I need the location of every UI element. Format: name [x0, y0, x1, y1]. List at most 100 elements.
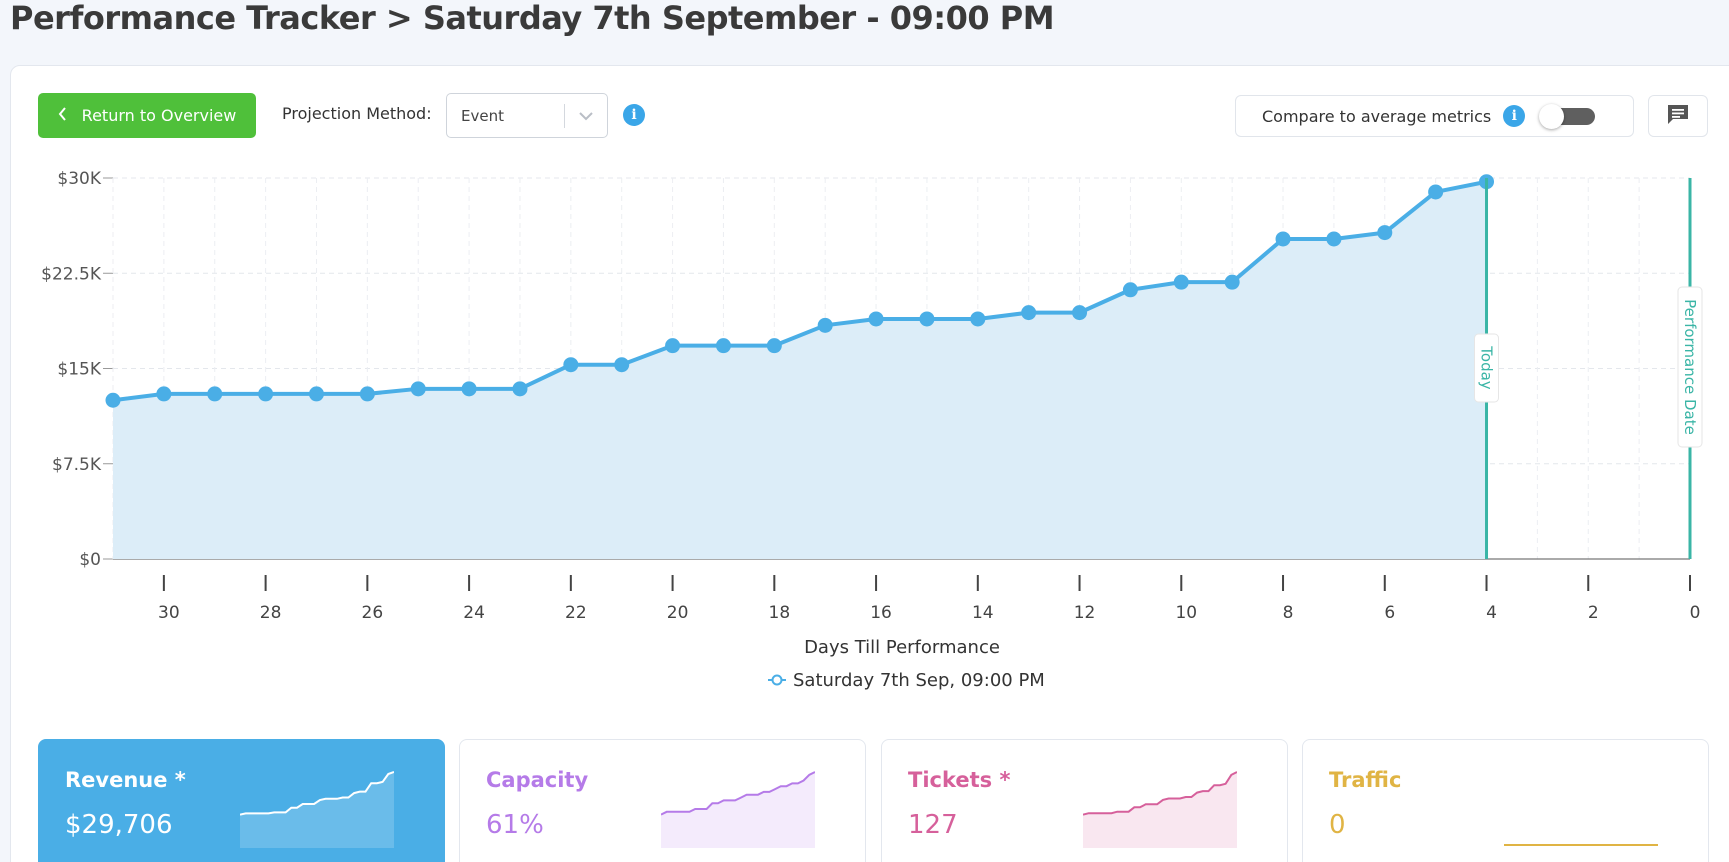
y-tick-label: $30K: [57, 169, 101, 189]
data-point[interactable]: [258, 386, 274, 402]
select-separator: [564, 103, 565, 128]
data-point[interactable]: [461, 381, 477, 397]
x-tick-label: 12: [1074, 603, 1096, 623]
data-point[interactable]: [512, 381, 528, 397]
data-point[interactable]: [919, 311, 935, 327]
x-tick-label: 30: [158, 603, 180, 623]
x-tick-label: 22: [565, 603, 587, 623]
data-point[interactable]: [1072, 305, 1088, 321]
x-tick-label: 24: [463, 603, 485, 623]
metric-card-capacity[interactable]: Capacity 61%: [459, 739, 866, 862]
metric-card-title: Traffic: [1329, 768, 1402, 792]
page-title: Performance Tracker > Saturday 7th Septe…: [10, 0, 1055, 37]
sparkline-area: [1083, 772, 1237, 848]
legend-marker: [771, 674, 783, 686]
data-point[interactable]: [207, 386, 223, 402]
compare-average-label: Compare to average metrics: [1262, 106, 1492, 126]
chart-legend[interactable]: Saturday 7th Sep, 09:00 PM: [768, 670, 1045, 691]
x-axis-label: Days Till Performance: [804, 637, 1000, 658]
performance-date-annotation: Performance Date: [1677, 286, 1703, 448]
sparkline: [661, 771, 815, 848]
data-point[interactable]: [308, 386, 324, 402]
data-point[interactable]: [715, 338, 731, 354]
x-tick-label: 16: [870, 603, 892, 623]
data-point[interactable]: [1377, 225, 1393, 241]
data-point[interactable]: [1173, 274, 1189, 290]
series-line: [112, 179, 1487, 403]
annotation-label: Performance Date: [1681, 299, 1699, 435]
x-tick-label: 4: [1486, 603, 1497, 623]
info-icon[interactable]: i: [623, 104, 645, 126]
data-point[interactable]: [614, 357, 630, 373]
series-area: [113, 181, 1487, 559]
data-point[interactable]: [970, 311, 986, 327]
data-point[interactable]: [1326, 231, 1342, 247]
x-tick-label: 10: [1175, 603, 1197, 623]
data-point[interactable]: [359, 386, 375, 402]
x-tick-label: 2: [1588, 603, 1599, 623]
metric-card-title: Revenue *: [65, 768, 186, 792]
data-point[interactable]: [1122, 282, 1138, 298]
data-point[interactable]: [563, 357, 579, 373]
data-point[interactable]: [156, 386, 172, 402]
data-point[interactable]: [1428, 184, 1444, 200]
annotation-label-box: [1474, 333, 1500, 403]
data-point[interactable]: [766, 338, 782, 354]
x-tick-label: 28: [260, 603, 282, 623]
legend-label: Saturday 7th Sep, 09:00 PM: [793, 670, 1045, 691]
data-point[interactable]: [1021, 305, 1037, 321]
x-tick-label: 0: [1690, 603, 1701, 623]
compare-average-toggle[interactable]: [1539, 104, 1596, 129]
metric-card-tickets[interactable]: Tickets * 127: [881, 739, 1288, 862]
sparkline: [1504, 844, 1658, 846]
projection-method-value: Event: [461, 106, 504, 125]
x-tick-label: 20: [667, 603, 689, 623]
sparkline-line: [240, 771, 394, 816]
metric-card-title: Capacity: [486, 768, 589, 792]
sparkline: [240, 771, 394, 848]
data-point[interactable]: [1224, 274, 1240, 290]
chevron-left-icon: [58, 106, 68, 125]
toggle-knob: [1539, 104, 1565, 129]
x-tick-label: 8: [1283, 603, 1294, 623]
y-tick-label: $0: [79, 550, 101, 570]
x-tick-label: 6: [1384, 603, 1395, 623]
metric-card-value: $29,706: [65, 810, 173, 840]
y-tick-label: $7.5K: [52, 455, 102, 475]
today-annotation: Today: [1474, 333, 1500, 403]
comment-button[interactable]: [1648, 95, 1708, 137]
sparkline-area: [240, 772, 394, 848]
y-tick-label: $15K: [57, 360, 101, 380]
info-icon[interactable]: i: [1503, 105, 1526, 127]
annotation-label: Today: [1478, 345, 1496, 390]
data-point[interactable]: [868, 311, 884, 327]
data-point[interactable]: [665, 338, 681, 354]
data-point[interactable]: [817, 317, 833, 333]
projection-method-label: Projection Method:: [282, 104, 432, 123]
data-point[interactable]: [105, 392, 121, 408]
sparkline-line: [661, 771, 815, 816]
metric-card-value: 127: [908, 810, 958, 840]
return-button-label: Return to Overview: [81, 106, 237, 125]
projection-method-select[interactable]: Event: [446, 93, 608, 138]
annotation-label-box: [1677, 286, 1703, 448]
sparkline: [1083, 771, 1237, 848]
metric-card-title: Tickets *: [908, 768, 1011, 792]
metric-card-traffic[interactable]: Traffic 0: [1302, 739, 1709, 862]
metric-card-value: 61%: [486, 810, 544, 840]
comment-icon: [1666, 103, 1690, 129]
data-point[interactable]: [410, 381, 426, 397]
compare-average-panel: Compare to average metrics i: [1235, 95, 1634, 137]
x-tick-label: 18: [769, 603, 791, 623]
metric-card-revenue[interactable]: Revenue * $29,706: [38, 739, 445, 862]
x-tick-label: 14: [972, 603, 994, 623]
sparkline-area: [661, 772, 815, 848]
sparkline-line: [1083, 771, 1237, 816]
y-tick-label: $22.5K: [41, 264, 102, 284]
return-to-overview-button[interactable]: Return to Overview: [38, 93, 256, 138]
metric-card-value: 0: [1329, 810, 1346, 840]
x-tick-label: 26: [362, 603, 384, 623]
data-point[interactable]: [1275, 231, 1291, 247]
chevron-down-icon[interactable]: [565, 111, 607, 121]
